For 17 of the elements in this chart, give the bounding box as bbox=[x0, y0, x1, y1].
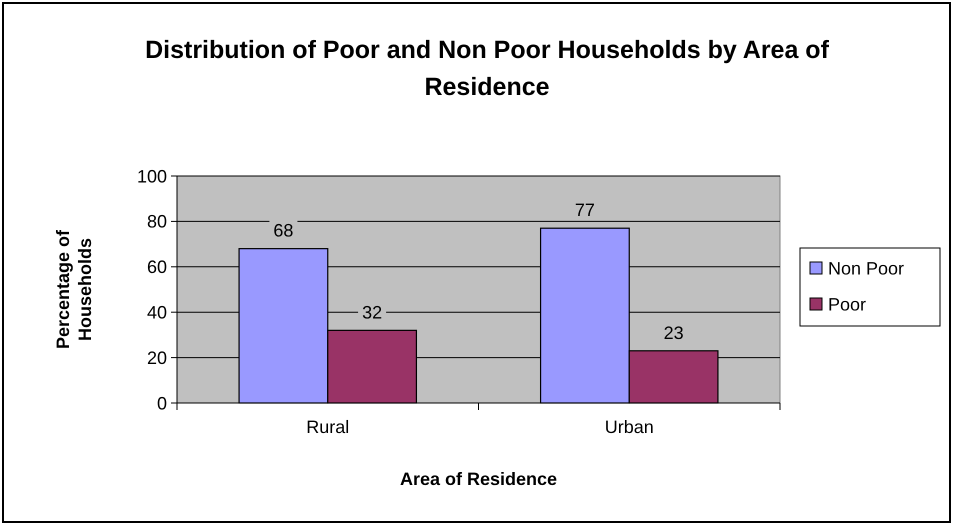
data-label: 68 bbox=[273, 220, 294, 241]
data-label: 23 bbox=[664, 322, 684, 343]
y-tick-label: 40 bbox=[146, 302, 167, 322]
chart-title: Distribution of Poor and Non Poor Households by Area of Residence bbox=[145, 36, 830, 101]
y-tick-label: 20 bbox=[146, 348, 167, 368]
data-label: 32 bbox=[362, 302, 382, 322]
y-tick-label: 0 bbox=[156, 393, 167, 414]
x-tick-label: Rural bbox=[306, 417, 350, 437]
x-axis-title: Area of Residence bbox=[400, 469, 558, 489]
legend-label: Poor bbox=[828, 294, 866, 314]
y-tick-label: 100 bbox=[136, 166, 167, 186]
y-tick-label: 80 bbox=[146, 212, 167, 232]
y-axis-title: Percentage of Households bbox=[53, 228, 95, 350]
data-label: 77 bbox=[574, 200, 595, 220]
y-tick-label: 60 bbox=[146, 257, 167, 278]
x-tick-label: Urban bbox=[604, 417, 654, 437]
legend-label: Non Poor bbox=[828, 258, 904, 278]
